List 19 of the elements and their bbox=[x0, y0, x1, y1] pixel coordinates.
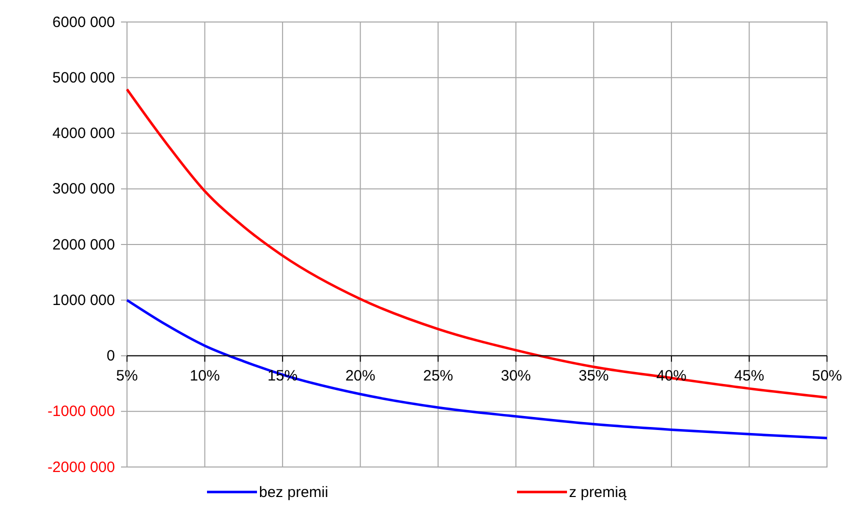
legend-label: z premią bbox=[569, 484, 628, 501]
y-tick-label: -1000 000 bbox=[47, 403, 115, 420]
y-tick-label: 6000 000 bbox=[52, 14, 115, 31]
y-tick-label: 5000 000 bbox=[52, 69, 115, 86]
x-tick-label: 25% bbox=[423, 367, 454, 384]
legend-label: bez premii bbox=[259, 484, 328, 501]
x-tick-label: 10% bbox=[190, 367, 220, 384]
y-tick-label: 0 bbox=[106, 348, 115, 365]
x-tick-label: 5% bbox=[116, 367, 138, 384]
x-tick-label: 35% bbox=[578, 367, 609, 384]
y-tick-label: 2000 000 bbox=[52, 236, 115, 254]
x-tick-label: 50% bbox=[812, 367, 842, 384]
x-tick-label: 30% bbox=[500, 367, 531, 384]
x-tick-label: 45% bbox=[734, 367, 764, 384]
y-tick-label: 1000 000 bbox=[52, 292, 115, 309]
y-tick-label: 3000 000 bbox=[52, 180, 115, 198]
y-tick-label: 4000 000 bbox=[52, 125, 115, 142]
y-tick-label: -2000 000 bbox=[47, 458, 115, 476]
x-tick-label: 20% bbox=[345, 367, 376, 384]
